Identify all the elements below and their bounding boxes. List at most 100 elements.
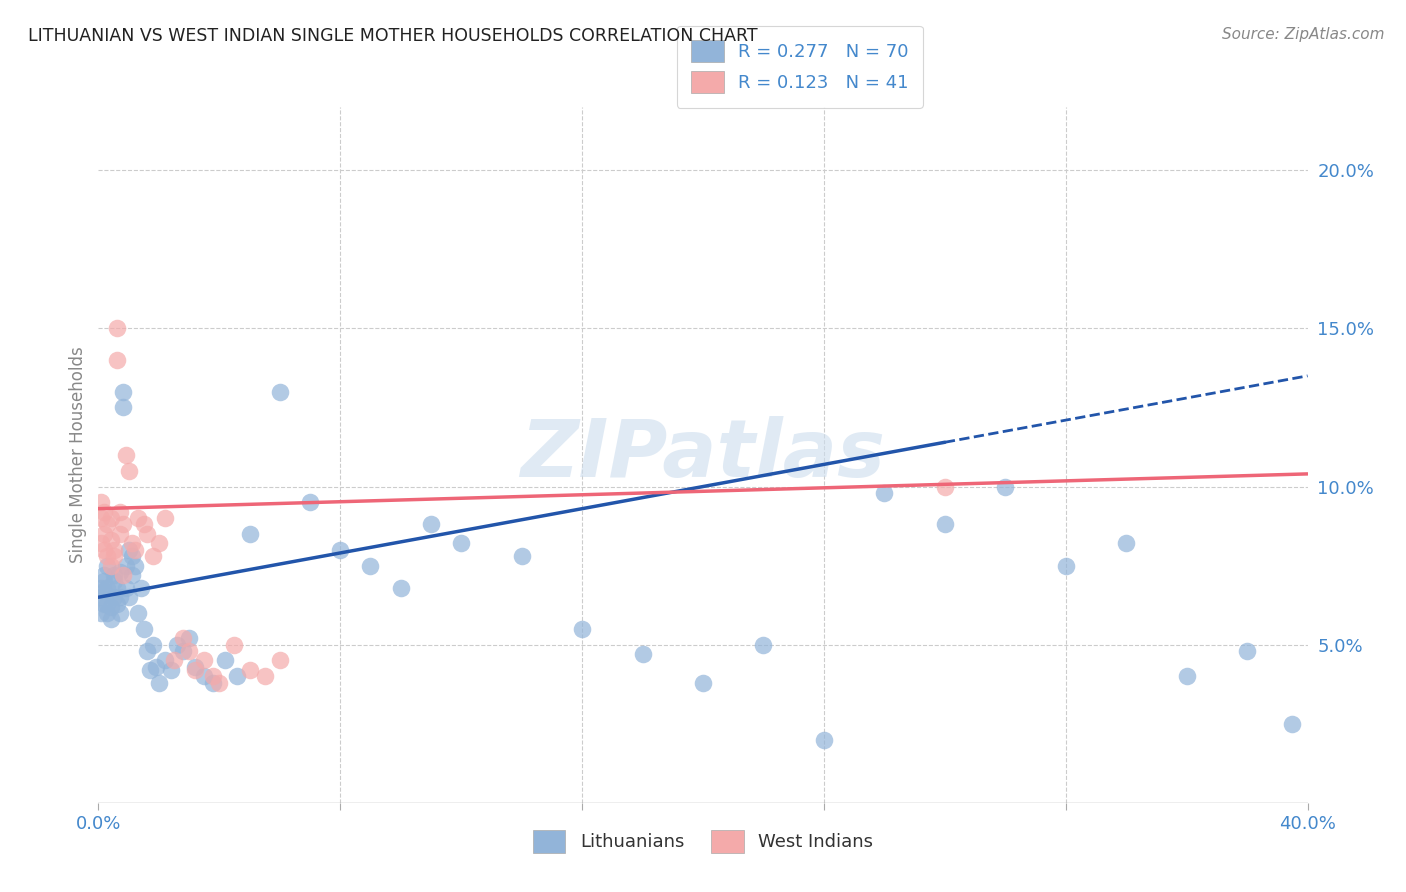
Point — [93, 527, 115, 541]
Point — [90, 581, 112, 595]
Point — [389, 581, 412, 595]
Point — [1236, 644, 1258, 658]
Point — [93, 574, 115, 589]
Point — [139, 663, 162, 677]
Point — [160, 663, 183, 677]
Point — [269, 653, 291, 667]
Point — [202, 675, 225, 690]
Point — [103, 568, 125, 582]
Point — [179, 632, 201, 646]
Point — [114, 558, 136, 573]
Point — [93, 583, 115, 598]
Point — [108, 591, 131, 605]
Point — [114, 448, 136, 462]
Text: LITHUANIAN VS WEST INDIAN SINGLE MOTHER HOUSEHOLDS CORRELATION CHART: LITHUANIAN VS WEST INDIAN SINGLE MOTHER … — [28, 27, 758, 45]
Point — [172, 644, 194, 658]
Point — [360, 558, 382, 573]
Point — [96, 581, 118, 595]
Point — [111, 384, 134, 399]
Point — [105, 321, 128, 335]
Point — [105, 353, 128, 368]
Point — [90, 511, 112, 525]
Point — [153, 511, 176, 525]
Point — [96, 517, 118, 532]
Point — [132, 517, 155, 532]
Text: Source: ZipAtlas.com: Source: ZipAtlas.com — [1222, 27, 1385, 42]
Point — [111, 401, 134, 415]
Point — [103, 591, 125, 605]
Point — [934, 479, 956, 493]
Point — [184, 660, 207, 674]
Point — [100, 599, 122, 614]
Point — [692, 675, 714, 690]
Point — [103, 549, 125, 563]
Point — [148, 675, 170, 690]
Point — [105, 597, 128, 611]
Point — [90, 606, 112, 620]
Point — [1054, 558, 1077, 573]
Point — [239, 527, 262, 541]
Point — [118, 591, 141, 605]
Point — [118, 464, 141, 478]
Point — [96, 606, 118, 620]
Point — [166, 638, 188, 652]
Point — [100, 558, 122, 573]
Point — [90, 591, 112, 605]
Point — [124, 542, 146, 557]
Point — [202, 669, 225, 683]
Legend: Lithuanians, West Indians: Lithuanians, West Indians — [522, 820, 884, 863]
Point — [135, 644, 157, 658]
Point — [114, 581, 136, 595]
Point — [510, 549, 533, 563]
Point — [299, 495, 322, 509]
Point — [1115, 536, 1137, 550]
Point — [132, 622, 155, 636]
Point — [96, 597, 118, 611]
Point — [93, 568, 115, 582]
Point — [208, 675, 231, 690]
Point — [193, 669, 215, 683]
Point — [269, 384, 291, 399]
Point — [163, 653, 186, 667]
Point — [124, 558, 146, 573]
Point — [118, 542, 141, 557]
Point — [93, 505, 115, 519]
Point — [450, 536, 472, 550]
Point — [420, 517, 443, 532]
Point — [111, 568, 134, 582]
Point — [129, 581, 152, 595]
Point — [813, 732, 835, 747]
Point — [873, 486, 896, 500]
Point — [752, 638, 775, 652]
Point — [121, 568, 143, 582]
Point — [111, 517, 134, 532]
Point — [103, 542, 125, 557]
Point — [142, 638, 165, 652]
Point — [96, 549, 118, 563]
Point — [239, 663, 262, 677]
Point — [93, 597, 115, 611]
Point — [994, 479, 1017, 493]
Point — [100, 612, 122, 626]
Point — [224, 638, 246, 652]
Point — [108, 527, 131, 541]
Point — [329, 542, 352, 557]
Point — [934, 517, 956, 532]
Point — [145, 660, 167, 674]
Point — [226, 669, 249, 683]
Point — [100, 511, 122, 525]
Point — [253, 669, 276, 683]
Point — [179, 644, 201, 658]
Point — [96, 558, 118, 573]
Point — [108, 606, 131, 620]
Point — [127, 511, 149, 525]
Point — [631, 647, 654, 661]
Point — [108, 505, 131, 519]
Point — [193, 653, 215, 667]
Point — [172, 632, 194, 646]
Point — [108, 565, 131, 579]
Point — [153, 653, 176, 667]
Point — [100, 533, 122, 548]
Point — [121, 536, 143, 550]
Text: ZIPatlas: ZIPatlas — [520, 416, 886, 494]
